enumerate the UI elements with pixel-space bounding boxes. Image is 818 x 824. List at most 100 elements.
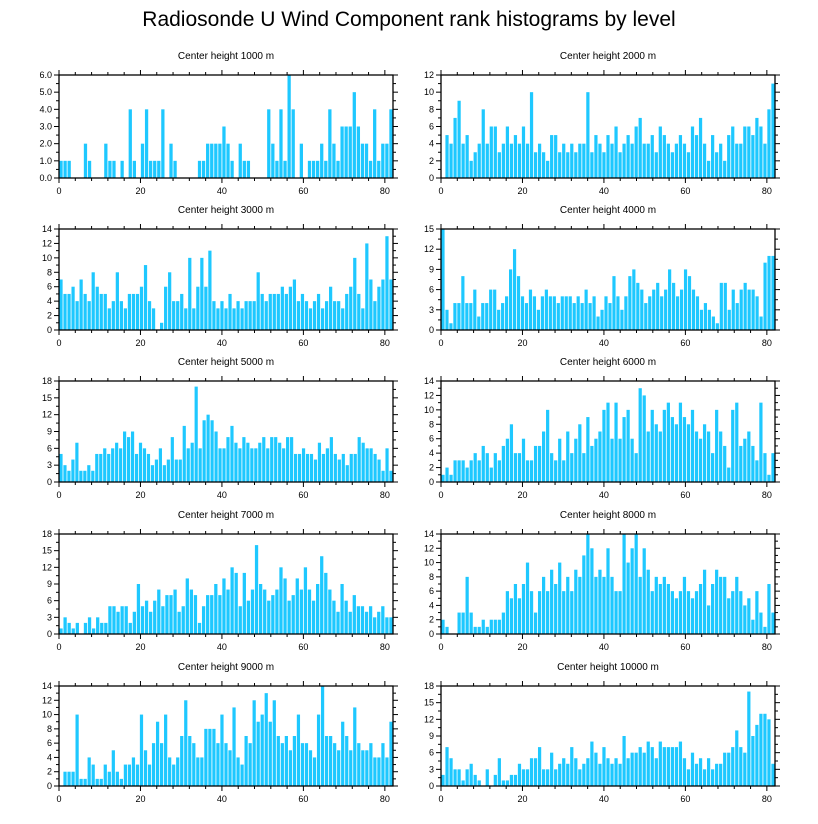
histogram-bar bbox=[755, 117, 759, 178]
histogram-bar bbox=[457, 612, 461, 634]
histogram-bar bbox=[254, 545, 259, 634]
histogram-bar bbox=[743, 282, 747, 330]
histogram-bar bbox=[461, 612, 465, 634]
histogram-bar bbox=[743, 752, 747, 786]
y-tick-label: 2 bbox=[47, 311, 52, 321]
histogram-bar bbox=[230, 425, 234, 482]
histogram-bar bbox=[149, 611, 153, 634]
histogram-bar bbox=[328, 589, 332, 634]
histogram-bar bbox=[691, 289, 696, 330]
histogram-bar bbox=[71, 628, 75, 634]
histogram-bar bbox=[767, 255, 771, 330]
histogram-bar bbox=[638, 117, 642, 178]
histogram-bar bbox=[600, 309, 604, 330]
y-tick-label: 4.0 bbox=[39, 104, 52, 114]
histogram-bar bbox=[542, 152, 546, 178]
histogram-bar bbox=[248, 743, 252, 786]
x-tick-label: 40 bbox=[217, 490, 227, 500]
histogram-bar bbox=[320, 556, 324, 634]
histogram-bar bbox=[365, 750, 369, 786]
histogram-bar bbox=[610, 438, 614, 482]
histogram-bar bbox=[642, 395, 646, 482]
histogram-bar bbox=[274, 437, 278, 482]
histogram-bar bbox=[614, 126, 618, 178]
x-tick-label: 40 bbox=[599, 794, 609, 804]
histogram-bar bbox=[87, 160, 92, 178]
histogram-bar bbox=[67, 622, 71, 634]
histogram-bar bbox=[357, 743, 361, 786]
histogram-bar bbox=[524, 303, 529, 330]
y-tick-label: 2 bbox=[429, 615, 434, 625]
histogram-bar bbox=[509, 774, 514, 786]
histogram-bar bbox=[610, 763, 614, 786]
histogram-bar bbox=[445, 135, 449, 178]
histogram-bar bbox=[678, 591, 683, 634]
histogram-bar bbox=[537, 591, 542, 634]
histogram-bar bbox=[751, 736, 755, 786]
histogram-bar bbox=[345, 465, 349, 482]
histogram-bar bbox=[646, 431, 650, 482]
histogram-bar bbox=[120, 606, 124, 634]
y-tick-label: 10 bbox=[42, 710, 52, 720]
histogram-bar bbox=[91, 628, 96, 634]
histogram-bar bbox=[119, 448, 123, 482]
histogram-bar bbox=[509, 143, 514, 178]
histogram-bar bbox=[690, 126, 695, 178]
histogram-bar bbox=[188, 736, 192, 786]
histogram-bar bbox=[497, 309, 501, 330]
histogram-bar bbox=[719, 431, 723, 482]
histogram-bar bbox=[168, 757, 172, 786]
histogram-bar bbox=[550, 135, 554, 178]
histogram-bar bbox=[107, 771, 111, 786]
histogram-bar bbox=[204, 728, 208, 786]
histogram-bar bbox=[220, 301, 224, 330]
histogram-bar bbox=[244, 301, 248, 330]
histogram-bar bbox=[650, 591, 654, 634]
histogram-bar bbox=[578, 769, 582, 786]
histogram-bar bbox=[67, 470, 71, 482]
histogram-bar bbox=[528, 289, 533, 330]
histogram-bar bbox=[473, 626, 477, 634]
histogram-bar bbox=[686, 152, 691, 178]
histogram-bar bbox=[711, 135, 715, 178]
histogram-bar bbox=[533, 152, 538, 178]
histogram-bar bbox=[445, 747, 449, 786]
histogram-bar bbox=[282, 448, 286, 482]
histogram-bar bbox=[594, 576, 598, 634]
panel-title: Center height 4000 m bbox=[560, 205, 656, 216]
x-tick-label: 80 bbox=[380, 490, 390, 500]
y-tick-label: 15 bbox=[42, 393, 52, 403]
histogram-bar bbox=[586, 758, 590, 786]
histogram-bar bbox=[731, 409, 735, 482]
histogram-bar bbox=[112, 160, 116, 178]
histogram-bar bbox=[481, 619, 485, 634]
histogram-bar bbox=[542, 769, 546, 786]
histogram-bar bbox=[83, 470, 87, 482]
histogram-bar bbox=[226, 437, 230, 482]
histogram-bar bbox=[517, 453, 522, 482]
histogram-bar bbox=[694, 431, 699, 482]
histogram-bar bbox=[107, 308, 111, 330]
y-tick-label: 18 bbox=[42, 376, 52, 386]
histogram-bar bbox=[626, 562, 630, 634]
histogram-bar bbox=[489, 289, 493, 330]
histogram-bar bbox=[297, 453, 302, 482]
histogram-bar bbox=[674, 747, 679, 786]
histogram-bar bbox=[381, 143, 385, 178]
histogram-bar bbox=[529, 92, 534, 178]
histogram-bar bbox=[170, 437, 174, 482]
histogram-bar bbox=[75, 442, 79, 482]
histogram-bar bbox=[598, 143, 602, 178]
histogram-bar bbox=[477, 316, 481, 330]
histogram-bar bbox=[650, 409, 654, 482]
histogram-bar bbox=[558, 152, 562, 178]
chart-panel-1: Center height 1000 m 0 20 40 60 80 0.0 1.0 2.0 3.… bbox=[39, 51, 398, 196]
histogram-bar bbox=[212, 728, 216, 786]
histogram-bar bbox=[497, 619, 501, 634]
histogram-bar bbox=[501, 780, 505, 786]
histogram-bar bbox=[240, 764, 244, 786]
histogram-bar bbox=[465, 576, 469, 634]
histogram-bar bbox=[690, 409, 695, 482]
histogram-bar bbox=[157, 160, 161, 178]
histogram-bar bbox=[267, 600, 271, 634]
